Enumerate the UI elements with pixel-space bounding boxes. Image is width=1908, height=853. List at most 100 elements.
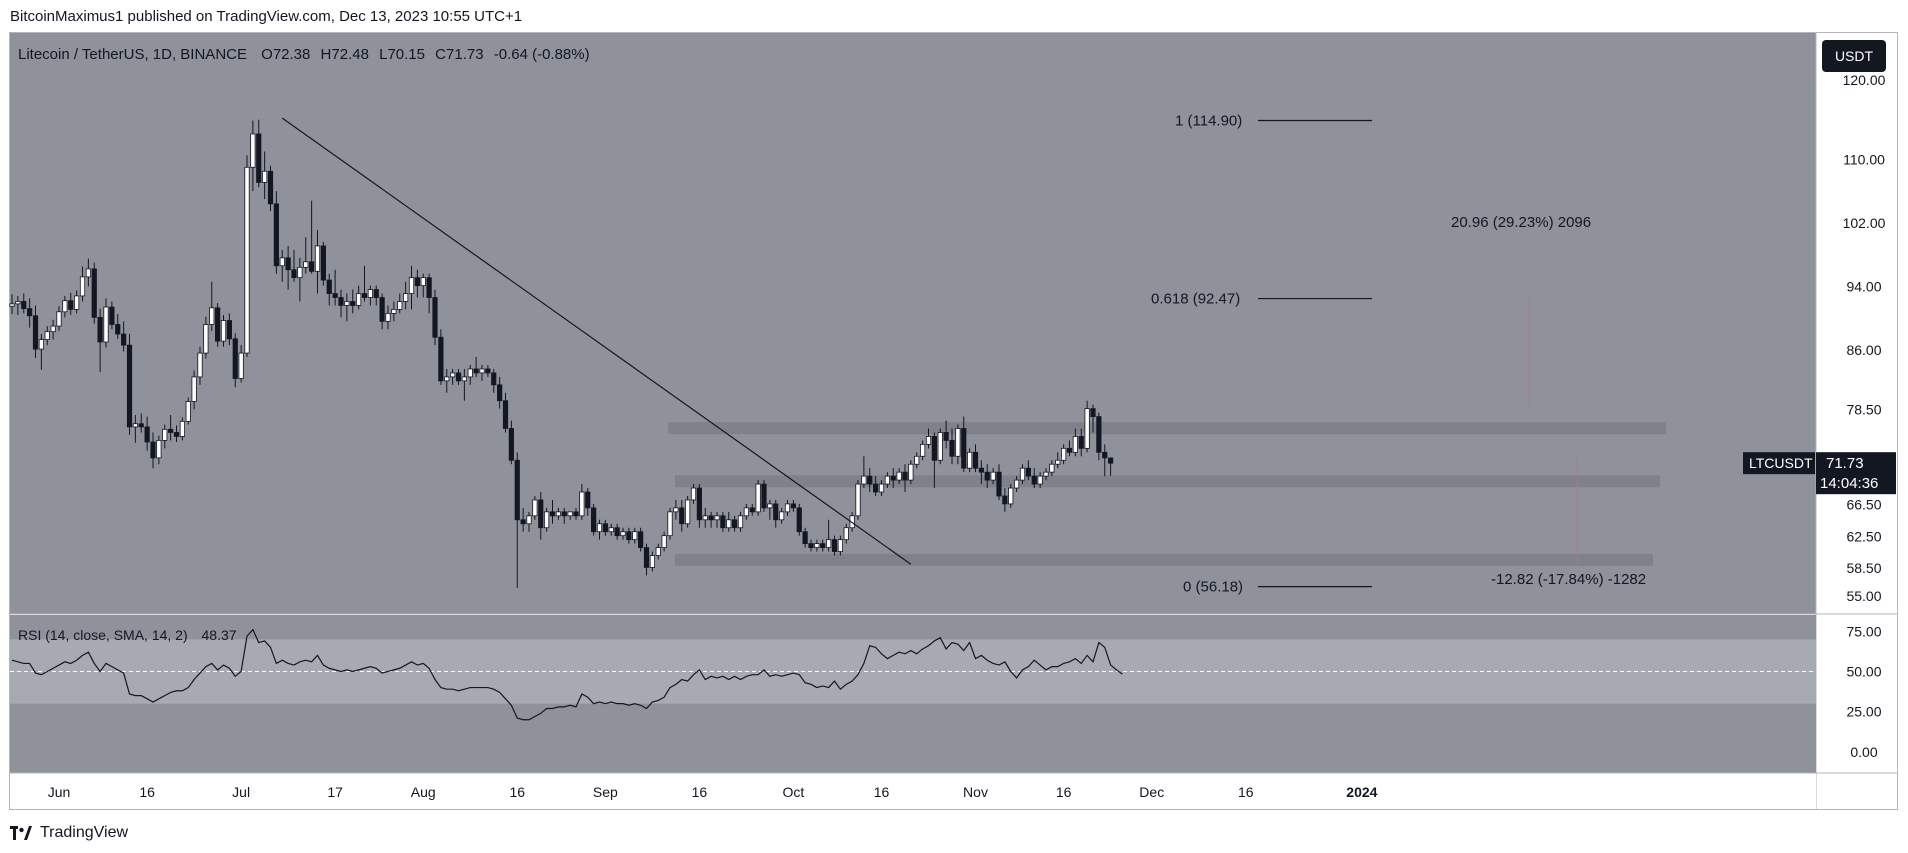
- price-axis: [1816, 33, 1897, 614]
- legend-high-value: 72.48: [331, 46, 369, 63]
- candle-body-39: [238, 352, 244, 379]
- rsi-indicator: 75.00 50.00 25.00 0.00: [10, 623, 1882, 760]
- candle-body-123: [732, 519, 738, 529]
- candle-body-143: [849, 515, 855, 529]
- candle-body-26: [162, 428, 168, 441]
- time-tick-label-14: 2024: [1346, 784, 1377, 800]
- candle-body-65: [391, 309, 397, 314]
- candle-body-1: [15, 301, 21, 305]
- drawings: [281, 117, 1578, 588]
- candle-body-73: [438, 336, 444, 382]
- candle-body-80: [479, 368, 485, 374]
- candle-body-173: [1025, 467, 1031, 477]
- price-tag-symbol: LTCUSDT: [1749, 455, 1813, 471]
- candle-body-45: [273, 203, 279, 267]
- time-tick-label-5: 16: [509, 784, 525, 800]
- candle-body-149: [884, 475, 890, 485]
- candle-body-103: [614, 527, 620, 537]
- time-tick-label-4: Aug: [411, 784, 436, 800]
- candle-body-78: [467, 368, 473, 378]
- candle-body-148: [878, 483, 885, 493]
- candle-body-160: [949, 440, 955, 457]
- current-price-tag: LTCUSDT 71.73 14:04:36: [1743, 452, 1896, 495]
- candle-body-146: [867, 475, 873, 485]
- candle-body-54: [326, 279, 332, 294]
- candle-body-108: [643, 547, 650, 568]
- footer: TradingView: [0, 815, 1908, 853]
- candle-body-23: [144, 426, 150, 443]
- currency-button[interactable]: USDT: [1822, 40, 1886, 72]
- descending-trendline: [281, 117, 912, 565]
- candle-body-152: [902, 471, 908, 481]
- rsi-tick-label-0: 75.00: [1846, 623, 1881, 639]
- price-tick-label-5: 78.50: [1846, 401, 1881, 417]
- down-move-annotation: -12.82 (-17.84%) -1282: [1491, 571, 1646, 588]
- price-tick-label-4: 86.00: [1846, 342, 1881, 358]
- rsi-line: [11, 628, 1123, 721]
- candle-body-92: [549, 511, 556, 517]
- candle-body-165: [978, 467, 984, 473]
- candle-body-97: [579, 491, 585, 517]
- candle-body-187: [1108, 457, 1114, 464]
- candle-body-174: [1031, 475, 1037, 485]
- candle-body-62: [373, 289, 379, 298]
- candle-body-151: [896, 471, 902, 481]
- candle-body-71: [426, 277, 432, 298]
- time-tick-label-11: 16: [1056, 784, 1072, 800]
- candle-body-59: [356, 293, 362, 306]
- candle-body-100: [596, 523, 603, 533]
- candle-body-87: [520, 519, 526, 525]
- candle-body-145: [861, 475, 867, 485]
- candle-body-7: [50, 325, 56, 333]
- candle-body-104: [620, 531, 626, 537]
- candle-body-27: [168, 428, 174, 433]
- candle-body-168: [996, 471, 1002, 497]
- resistance-zone: [668, 422, 1666, 435]
- candle-body-111: [661, 535, 667, 548]
- price-tick-label-9: 58.50: [1846, 560, 1881, 576]
- candle-body-98: [585, 491, 591, 509]
- horizontal-zones: [668, 422, 1666, 566]
- price-tag-countdown: 14:04:36: [1820, 475, 1878, 492]
- candle-body-144: [855, 483, 861, 517]
- candle-body-135: [802, 531, 808, 545]
- time-tick-label-6: Sep: [593, 784, 618, 800]
- candle-body-147: [873, 483, 879, 493]
- rsi-label: RSI (14, close, SMA, 14, 2): [18, 627, 188, 643]
- candle-body-50: [303, 261, 309, 268]
- candle-body-72: [432, 297, 438, 338]
- candle-body-171: [1014, 479, 1020, 489]
- candle-body-155: [920, 443, 926, 457]
- candle-body-29: [179, 420, 185, 437]
- candle-body-179: [1061, 447, 1067, 461]
- candle-body-156: [925, 436, 932, 445]
- legend-low-value: 70.15: [387, 46, 425, 63]
- candle-body-180: [1066, 447, 1073, 453]
- candle-body-52: [314, 245, 321, 272]
- candle-body-11: [74, 295, 80, 310]
- publisher-bar: BitcoinMaximus1 published on TradingView…: [0, 0, 1908, 32]
- candle-body-40: [244, 166, 250, 354]
- candle-body-127: [755, 483, 761, 513]
- candle-body-44: [267, 170, 274, 205]
- up-move-annotation: 20.96 (29.23%) 2096: [1451, 214, 1591, 231]
- legend-low-label: L: [379, 46, 387, 63]
- candle-body-128: [761, 483, 767, 509]
- candle-body-14: [91, 268, 97, 318]
- candle-body-88: [526, 515, 532, 525]
- candle-body-153: [908, 463, 914, 481]
- candle-body-136: [808, 543, 814, 548]
- candle-body-64: [385, 312, 391, 322]
- rsi-tick-label-3: 0.00: [1850, 744, 1877, 760]
- candle-body-186: [1102, 451, 1108, 459]
- candle-body-184: [1090, 408, 1096, 417]
- fib-label-0: 0 (56.18): [1183, 579, 1243, 596]
- candle-body-36: [220, 320, 227, 342]
- price-tag-price: 71.73: [1826, 455, 1864, 472]
- candle-body-157: [931, 436, 937, 461]
- candle-body-154: [914, 455, 920, 465]
- candle-body-90: [538, 499, 544, 529]
- candle-body-16: [103, 306, 109, 343]
- candle-body-117: [696, 487, 702, 521]
